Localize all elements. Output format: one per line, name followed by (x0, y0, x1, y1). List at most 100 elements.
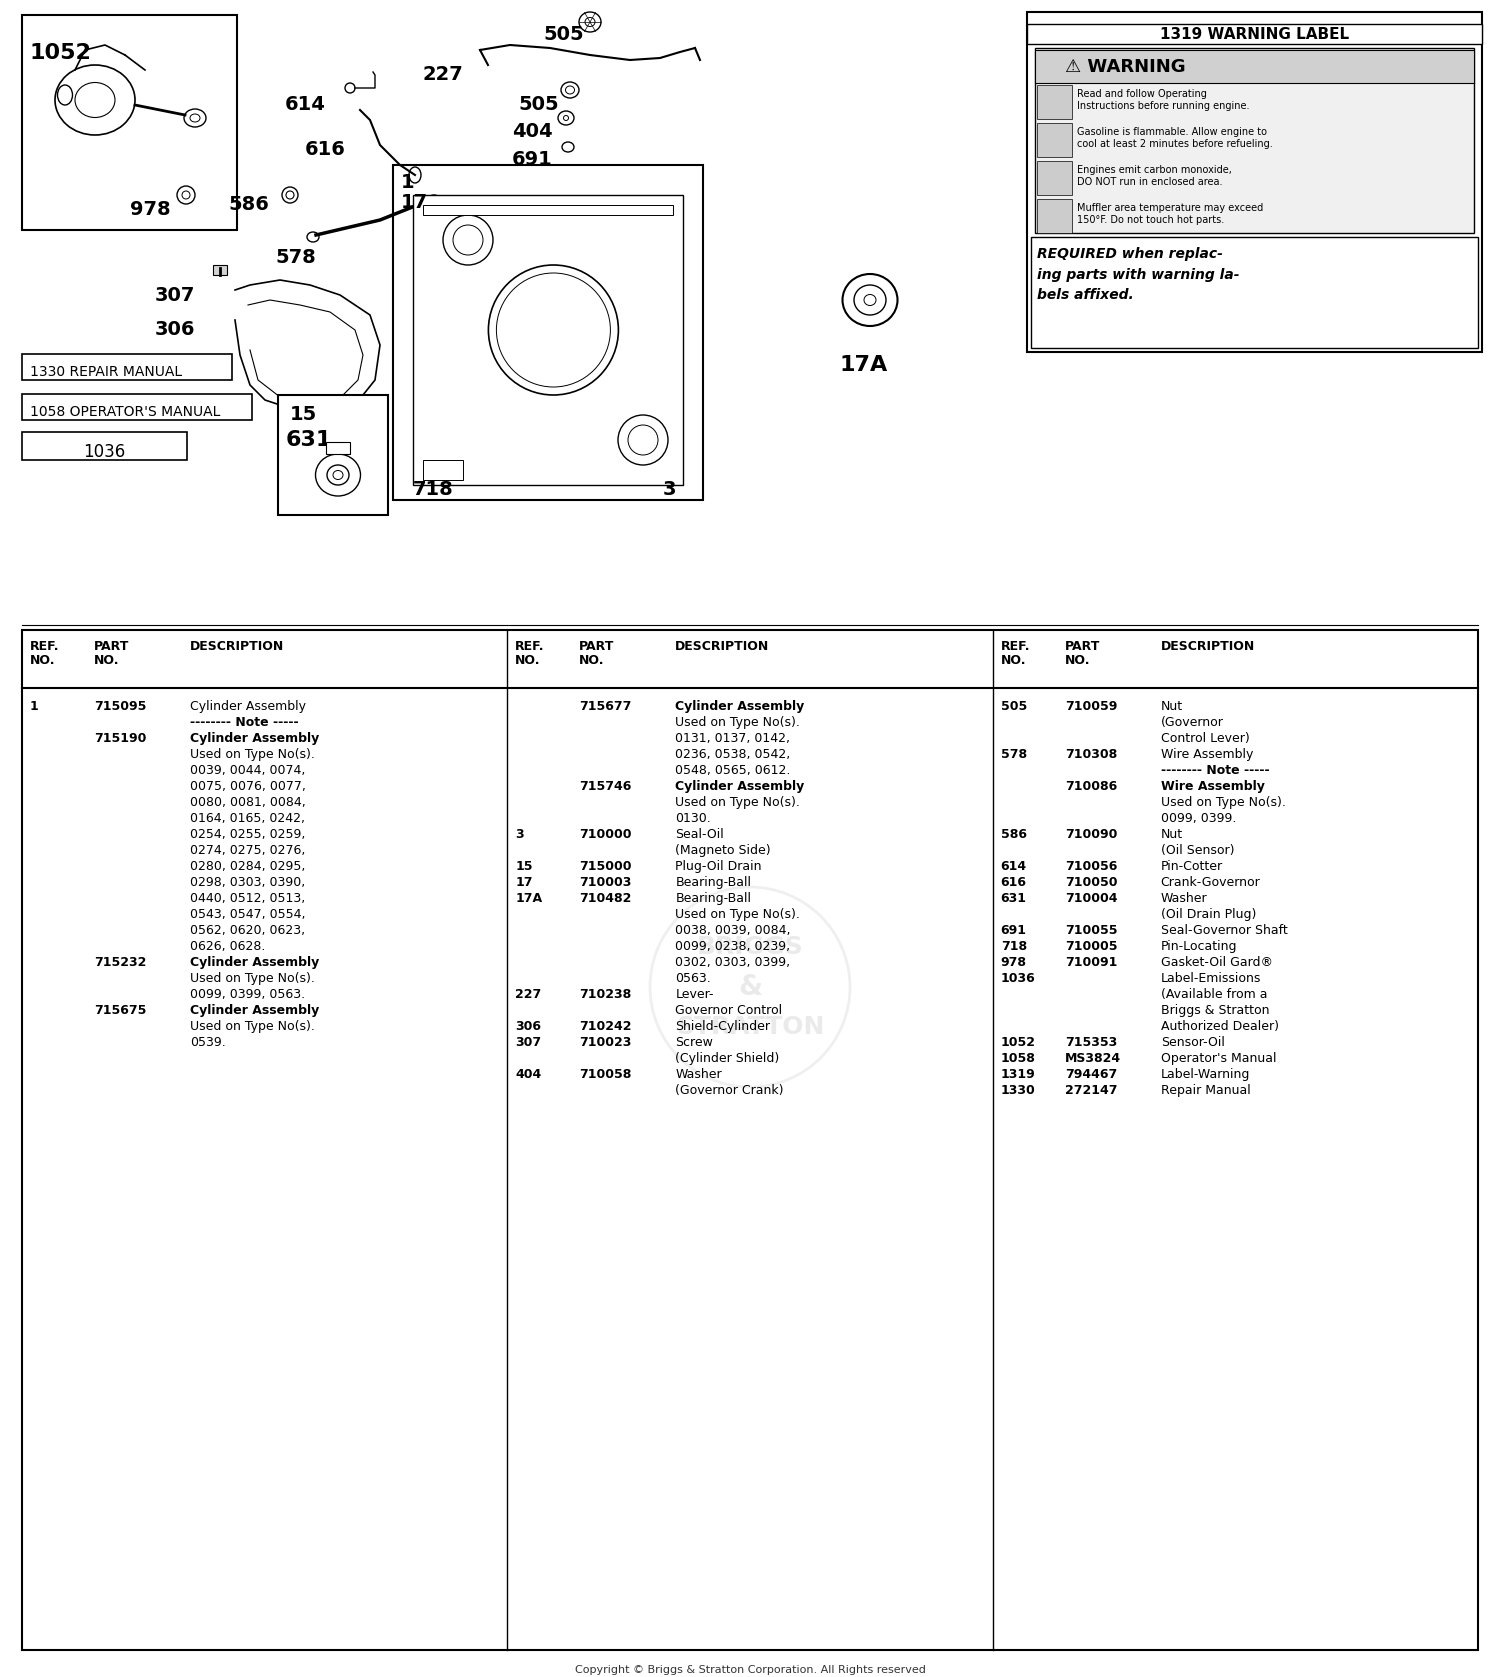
Text: NO.: NO. (1000, 654, 1026, 667)
Text: 0099, 0238, 0239,: 0099, 0238, 0239, (675, 941, 790, 953)
Text: -------- Note -----: -------- Note ----- (1161, 765, 1269, 776)
Text: 691: 691 (512, 149, 552, 169)
Text: (Oil Sensor): (Oil Sensor) (1161, 844, 1234, 857)
Text: 616: 616 (1000, 875, 1026, 889)
Text: 227: 227 (423, 65, 464, 84)
Text: -------- Note -----: -------- Note ----- (190, 716, 298, 729)
Text: 715095: 715095 (94, 699, 147, 713)
Text: Washer: Washer (675, 1068, 722, 1082)
Text: 578: 578 (274, 248, 315, 267)
Text: 710004: 710004 (1065, 892, 1118, 906)
Text: NO.: NO. (30, 654, 56, 667)
Text: 1052: 1052 (30, 44, 92, 64)
Text: DESCRIPTION: DESCRIPTION (1161, 641, 1256, 652)
Text: Nut: Nut (1161, 828, 1184, 840)
Text: Cylinder Assembly: Cylinder Assembly (190, 731, 320, 745)
Text: 1330 REPAIR MANUAL: 1330 REPAIR MANUAL (30, 366, 182, 379)
Text: 794467: 794467 (1065, 1068, 1118, 1082)
Text: Cylinder Assembly: Cylinder Assembly (190, 956, 320, 969)
Text: Governor Control: Governor Control (675, 1005, 783, 1016)
Text: NO.: NO. (94, 654, 120, 667)
Text: 710005: 710005 (1065, 941, 1118, 953)
Bar (1030, 236, 1478, 349)
Text: 0563.: 0563. (675, 973, 711, 984)
Text: Operator's Manual: Operator's Manual (1161, 1051, 1276, 1065)
Text: Cylinder Assembly: Cylinder Assembly (190, 699, 306, 713)
Text: Used on Type No(s).: Used on Type No(s). (190, 1020, 315, 1033)
Text: 1036: 1036 (1000, 973, 1035, 984)
Text: 306: 306 (516, 1020, 542, 1033)
Text: 710238: 710238 (579, 988, 632, 1001)
Text: 0236, 0538, 0542,: 0236, 0538, 0542, (675, 748, 790, 761)
Text: 17: 17 (516, 875, 532, 889)
Text: REF.: REF. (1000, 641, 1030, 652)
Text: Sensor-Oil: Sensor-Oil (1161, 1036, 1224, 1050)
Text: 505: 505 (1000, 699, 1028, 713)
Bar (22, 394, 252, 419)
Text: (Oil Drain Plug): (Oil Drain Plug) (1161, 907, 1256, 921)
Text: 710482: 710482 (579, 892, 632, 906)
Text: Read and follow Operating
Instructions before running engine.: Read and follow Operating Instructions b… (1077, 89, 1250, 111)
Text: 307: 307 (516, 1036, 542, 1050)
Text: 715677: 715677 (579, 699, 632, 713)
Text: 0254, 0255, 0259,: 0254, 0255, 0259, (190, 828, 306, 840)
Text: 17A: 17A (516, 892, 543, 906)
Text: Used on Type No(s).: Used on Type No(s). (675, 907, 800, 921)
Text: 978: 978 (1000, 956, 1026, 969)
Text: 0562, 0620, 0623,: 0562, 0620, 0623, (190, 924, 304, 937)
Text: 614: 614 (285, 96, 326, 114)
Bar (1028, 23, 1482, 44)
Text: REF.: REF. (516, 641, 544, 652)
Text: 710023: 710023 (579, 1036, 632, 1050)
Text: Crank-Governor: Crank-Governor (1161, 875, 1260, 889)
Text: 715190: 715190 (94, 731, 147, 745)
Bar (1035, 49, 1474, 233)
Text: Label-Warning: Label-Warning (1161, 1068, 1250, 1082)
Text: 3: 3 (516, 828, 524, 840)
Text: 1330: 1330 (1000, 1083, 1035, 1097)
Text: Used on Type No(s).: Used on Type No(s). (675, 716, 800, 729)
Text: Wire Assembly: Wire Assembly (1161, 748, 1252, 761)
Text: 0164, 0165, 0242,: 0164, 0165, 0242, (190, 812, 304, 825)
Text: 586: 586 (1000, 828, 1026, 840)
Text: Wire Assembly: Wire Assembly (1161, 780, 1264, 793)
Text: Seal-Governor Shaft: Seal-Governor Shaft (1161, 924, 1287, 937)
Text: Screw: Screw (675, 1036, 712, 1050)
Text: 631: 631 (286, 429, 333, 449)
Text: DESCRIPTION: DESCRIPTION (675, 641, 770, 652)
Text: 715232: 715232 (94, 956, 147, 969)
Text: PART: PART (1065, 641, 1100, 652)
Text: PART: PART (579, 641, 615, 652)
Bar (1036, 200, 1072, 233)
Text: 616: 616 (304, 139, 346, 159)
Text: Used on Type No(s).: Used on Type No(s). (190, 748, 315, 761)
Text: 715000: 715000 (579, 860, 632, 874)
Text: Used on Type No(s).: Used on Type No(s). (1161, 797, 1286, 808)
Bar (22, 433, 188, 459)
Text: Cylinder Assembly: Cylinder Assembly (675, 699, 804, 713)
Bar (423, 205, 674, 215)
Text: Cylinder Assembly: Cylinder Assembly (190, 1005, 320, 1016)
Text: Seal-Oil: Seal-Oil (675, 828, 724, 840)
Text: 505: 505 (543, 25, 584, 44)
Text: 0039, 0044, 0074,: 0039, 0044, 0074, (190, 765, 306, 776)
Text: 1036: 1036 (82, 443, 124, 461)
Text: Control Lever): Control Lever) (1161, 731, 1250, 745)
Text: Bearing-Ball: Bearing-Ball (675, 892, 752, 906)
Bar (1035, 50, 1474, 82)
Text: Repair Manual: Repair Manual (1161, 1083, 1251, 1097)
Text: 1: 1 (400, 173, 414, 191)
Text: NO.: NO. (516, 654, 542, 667)
Text: 718: 718 (413, 480, 453, 500)
Text: Bearing-Ball: Bearing-Ball (675, 875, 752, 889)
Text: 307: 307 (154, 287, 195, 305)
Text: 0099, 0399, 0563.: 0099, 0399, 0563. (190, 988, 304, 1001)
Text: MS3824: MS3824 (1065, 1051, 1120, 1065)
Text: 718: 718 (1000, 941, 1028, 953)
Text: 15: 15 (516, 860, 532, 874)
Text: 1: 1 (30, 699, 39, 713)
Text: Gasket-Oil Gard®: Gasket-Oil Gard® (1161, 956, 1272, 969)
Text: Pin-Locating: Pin-Locating (1161, 941, 1238, 953)
Text: Lever-: Lever- (675, 988, 714, 1001)
Text: (Governor Crank): (Governor Crank) (675, 1083, 784, 1097)
